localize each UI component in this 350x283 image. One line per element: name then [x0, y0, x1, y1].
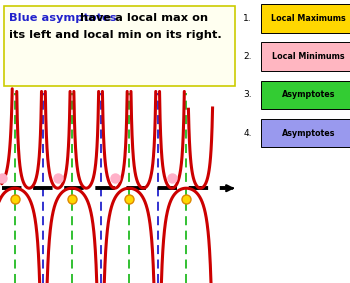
FancyBboxPatch shape	[261, 42, 350, 71]
Text: Local Maximums: Local Maximums	[271, 14, 346, 23]
Text: Asymptotes: Asymptotes	[282, 128, 335, 138]
Text: Asymptotes: Asymptotes	[282, 90, 335, 99]
Text: 3.: 3.	[243, 90, 252, 99]
Text: its left and local min on its right.: its left and local min on its right.	[9, 30, 222, 40]
FancyBboxPatch shape	[261, 81, 350, 109]
FancyBboxPatch shape	[261, 4, 350, 33]
Text: 1.: 1.	[243, 14, 252, 23]
Text: 4.: 4.	[243, 128, 252, 138]
Text: 2.: 2.	[243, 52, 252, 61]
Text: Blue asymptotes: Blue asymptotes	[9, 13, 116, 23]
Text: Local Minimums: Local Minimums	[272, 52, 345, 61]
FancyBboxPatch shape	[261, 119, 350, 147]
FancyBboxPatch shape	[4, 6, 234, 86]
Text: have a local max on: have a local max on	[76, 13, 208, 23]
